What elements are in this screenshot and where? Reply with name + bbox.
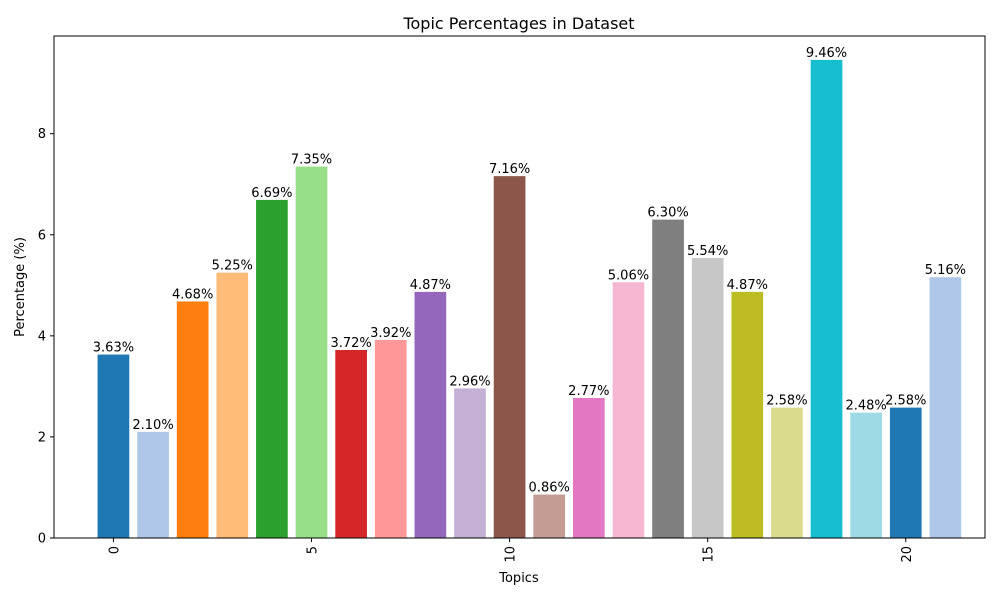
x-tick-label: 15: [702, 546, 717, 563]
y-tick-label: 0: [38, 532, 46, 547]
y-axis-label: Percentage (%): [13, 237, 28, 337]
value-label-topic-9: 2.96%: [449, 374, 490, 389]
bar-topic-9: [454, 388, 486, 538]
value-label-topic-18: 9.46%: [806, 46, 847, 61]
value-label-topic-19: 2.48%: [845, 399, 886, 414]
bar-topic-8: [414, 291, 447, 538]
x-tick-label: 10: [504, 546, 519, 563]
bar-topic-16: [731, 291, 764, 538]
bar-topic-5: [295, 166, 328, 539]
bar-topic-10: [493, 176, 526, 538]
bar-topic-19: [850, 412, 882, 538]
bar-topic-12: [572, 398, 605, 538]
value-labels-group: 3.63% 2.10% 4.68% 5.25% 6.69% 7.35% 3.72%3.92%…: [93, 46, 966, 496]
bar-topic-6: [335, 350, 367, 538]
y-tick-label: 8: [38, 127, 46, 142]
y-tick-label: 2: [38, 430, 46, 445]
value-label-topic-3: 5.25%: [212, 259, 253, 274]
bar-topic-21: [929, 277, 962, 538]
bars-group: [97, 59, 962, 539]
value-label-topic-20: 2.58%: [885, 394, 926, 409]
x-axis-label: Topics: [498, 571, 539, 586]
value-label-topic-8: 4.87%: [410, 278, 451, 293]
value-label-topic-4: 6.69%: [251, 186, 292, 201]
bar-topic-15: [691, 258, 724, 538]
value-label-topic-5: 7.35%: [291, 153, 332, 168]
x-tick-label: 0: [107, 546, 122, 554]
bar-topic-14: [652, 219, 684, 539]
x-tick-label: 20: [900, 546, 915, 563]
bar-topic-1: [137, 431, 169, 538]
value-label-topic-10: 7.16%: [489, 162, 530, 177]
bar-topic-20: [889, 407, 922, 538]
value-label-topic-17: 2.58%: [766, 394, 807, 409]
bar-topic-11: [533, 494, 566, 538]
x-axis: 0 5 10 15 20: [107, 538, 915, 563]
value-label-topic-0: 3.63%: [93, 341, 134, 356]
value-label-topic-13: 5.06%: [608, 268, 649, 283]
value-label-topic-6: 3.72%: [330, 336, 371, 351]
bar-topic-7: [374, 339, 407, 538]
value-label-topic-21: 5.16%: [925, 263, 966, 278]
value-label-topic-15: 5.54%: [687, 244, 728, 259]
y-axis: 0 2 4 6 8: [38, 127, 54, 547]
value-label-topic-11: 0.86%: [529, 481, 570, 496]
bar-topic-0: [97, 354, 130, 538]
y-tick-label: 6: [38, 228, 46, 243]
bar-topic-4: [256, 199, 288, 538]
x-tick-label: 5: [306, 546, 321, 554]
value-label-topic-1: 2.10%: [132, 418, 173, 433]
bar-topic-18: [810, 59, 843, 539]
y-tick-label: 4: [38, 329, 46, 344]
bar-topic-2: [176, 301, 209, 538]
chart-title: Topic Percentages in Dataset: [402, 14, 634, 33]
value-label-topic-14: 6.30%: [647, 206, 688, 221]
value-label-topic-12: 2.77%: [568, 384, 609, 399]
bar-topic-17: [771, 407, 803, 538]
value-label-topic-7: 3.92%: [370, 326, 411, 341]
bar-topic-13: [612, 282, 645, 538]
value-label-topic-16: 4.87%: [727, 278, 768, 293]
plot-frame: [53, 35, 986, 539]
value-label-topic-2: 4.68%: [172, 287, 213, 302]
bar-topic-3: [216, 272, 249, 538]
